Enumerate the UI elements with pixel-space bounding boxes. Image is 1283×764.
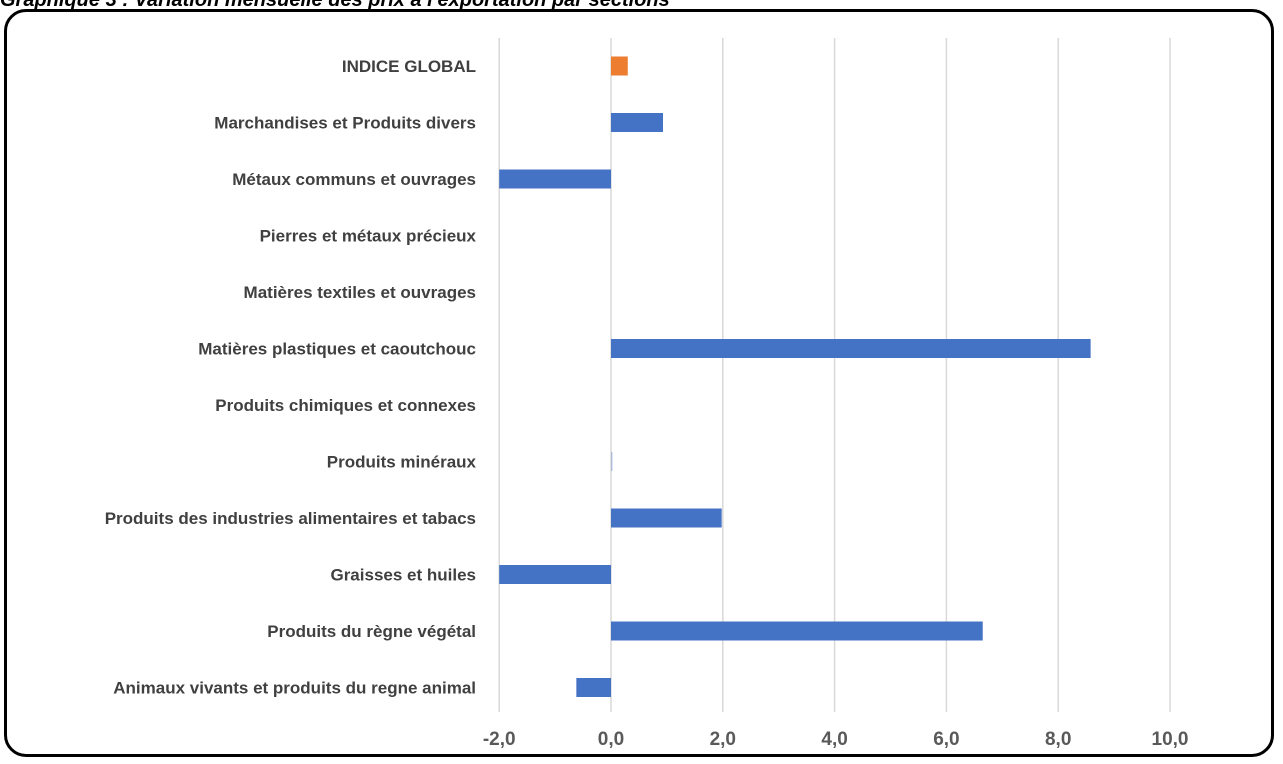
category-label: Produits des industries alimentaires et … — [105, 509, 476, 528]
bar — [611, 113, 663, 132]
bar — [611, 339, 1091, 358]
category-label: Graisses et huiles — [330, 566, 476, 585]
bar — [499, 169, 611, 189]
category-label: Métaux communs et ouvrages — [232, 170, 476, 189]
bar — [611, 56, 628, 76]
category-label: Marchandises et Produits divers — [214, 114, 476, 133]
x-tick-label: 8,0 — [1045, 729, 1071, 750]
x-tick-label: 0,0 — [598, 729, 624, 750]
x-tick-label: -2,0 — [483, 729, 516, 750]
category-label: Matières textiles et ouvrages — [244, 283, 476, 302]
x-tick-label: 6,0 — [933, 729, 959, 750]
category-label: INDICE GLOBAL — [342, 57, 476, 76]
bar — [611, 508, 722, 528]
category-label: Pierres et métaux précieux — [260, 227, 477, 246]
category-label: Produits du règne végétal — [267, 622, 476, 641]
x-tick-label: 4,0 — [821, 729, 847, 750]
x-tick-label: 2,0 — [710, 729, 736, 750]
bar — [611, 452, 613, 471]
x-tick-label: 10,0 — [1152, 729, 1189, 750]
bar — [576, 678, 611, 697]
category-label: Produits chimiques et connexes — [215, 396, 476, 415]
chart-title: Graphique 3 : Variation mensuelle des pr… — [0, 0, 670, 11]
bar — [611, 621, 983, 641]
category-label: Produits minéraux — [327, 453, 477, 472]
bar — [499, 565, 611, 584]
category-label: Matières plastiques et caoutchouc — [198, 340, 476, 359]
category-label: Animaux vivants et produits du regne ani… — [113, 679, 476, 698]
